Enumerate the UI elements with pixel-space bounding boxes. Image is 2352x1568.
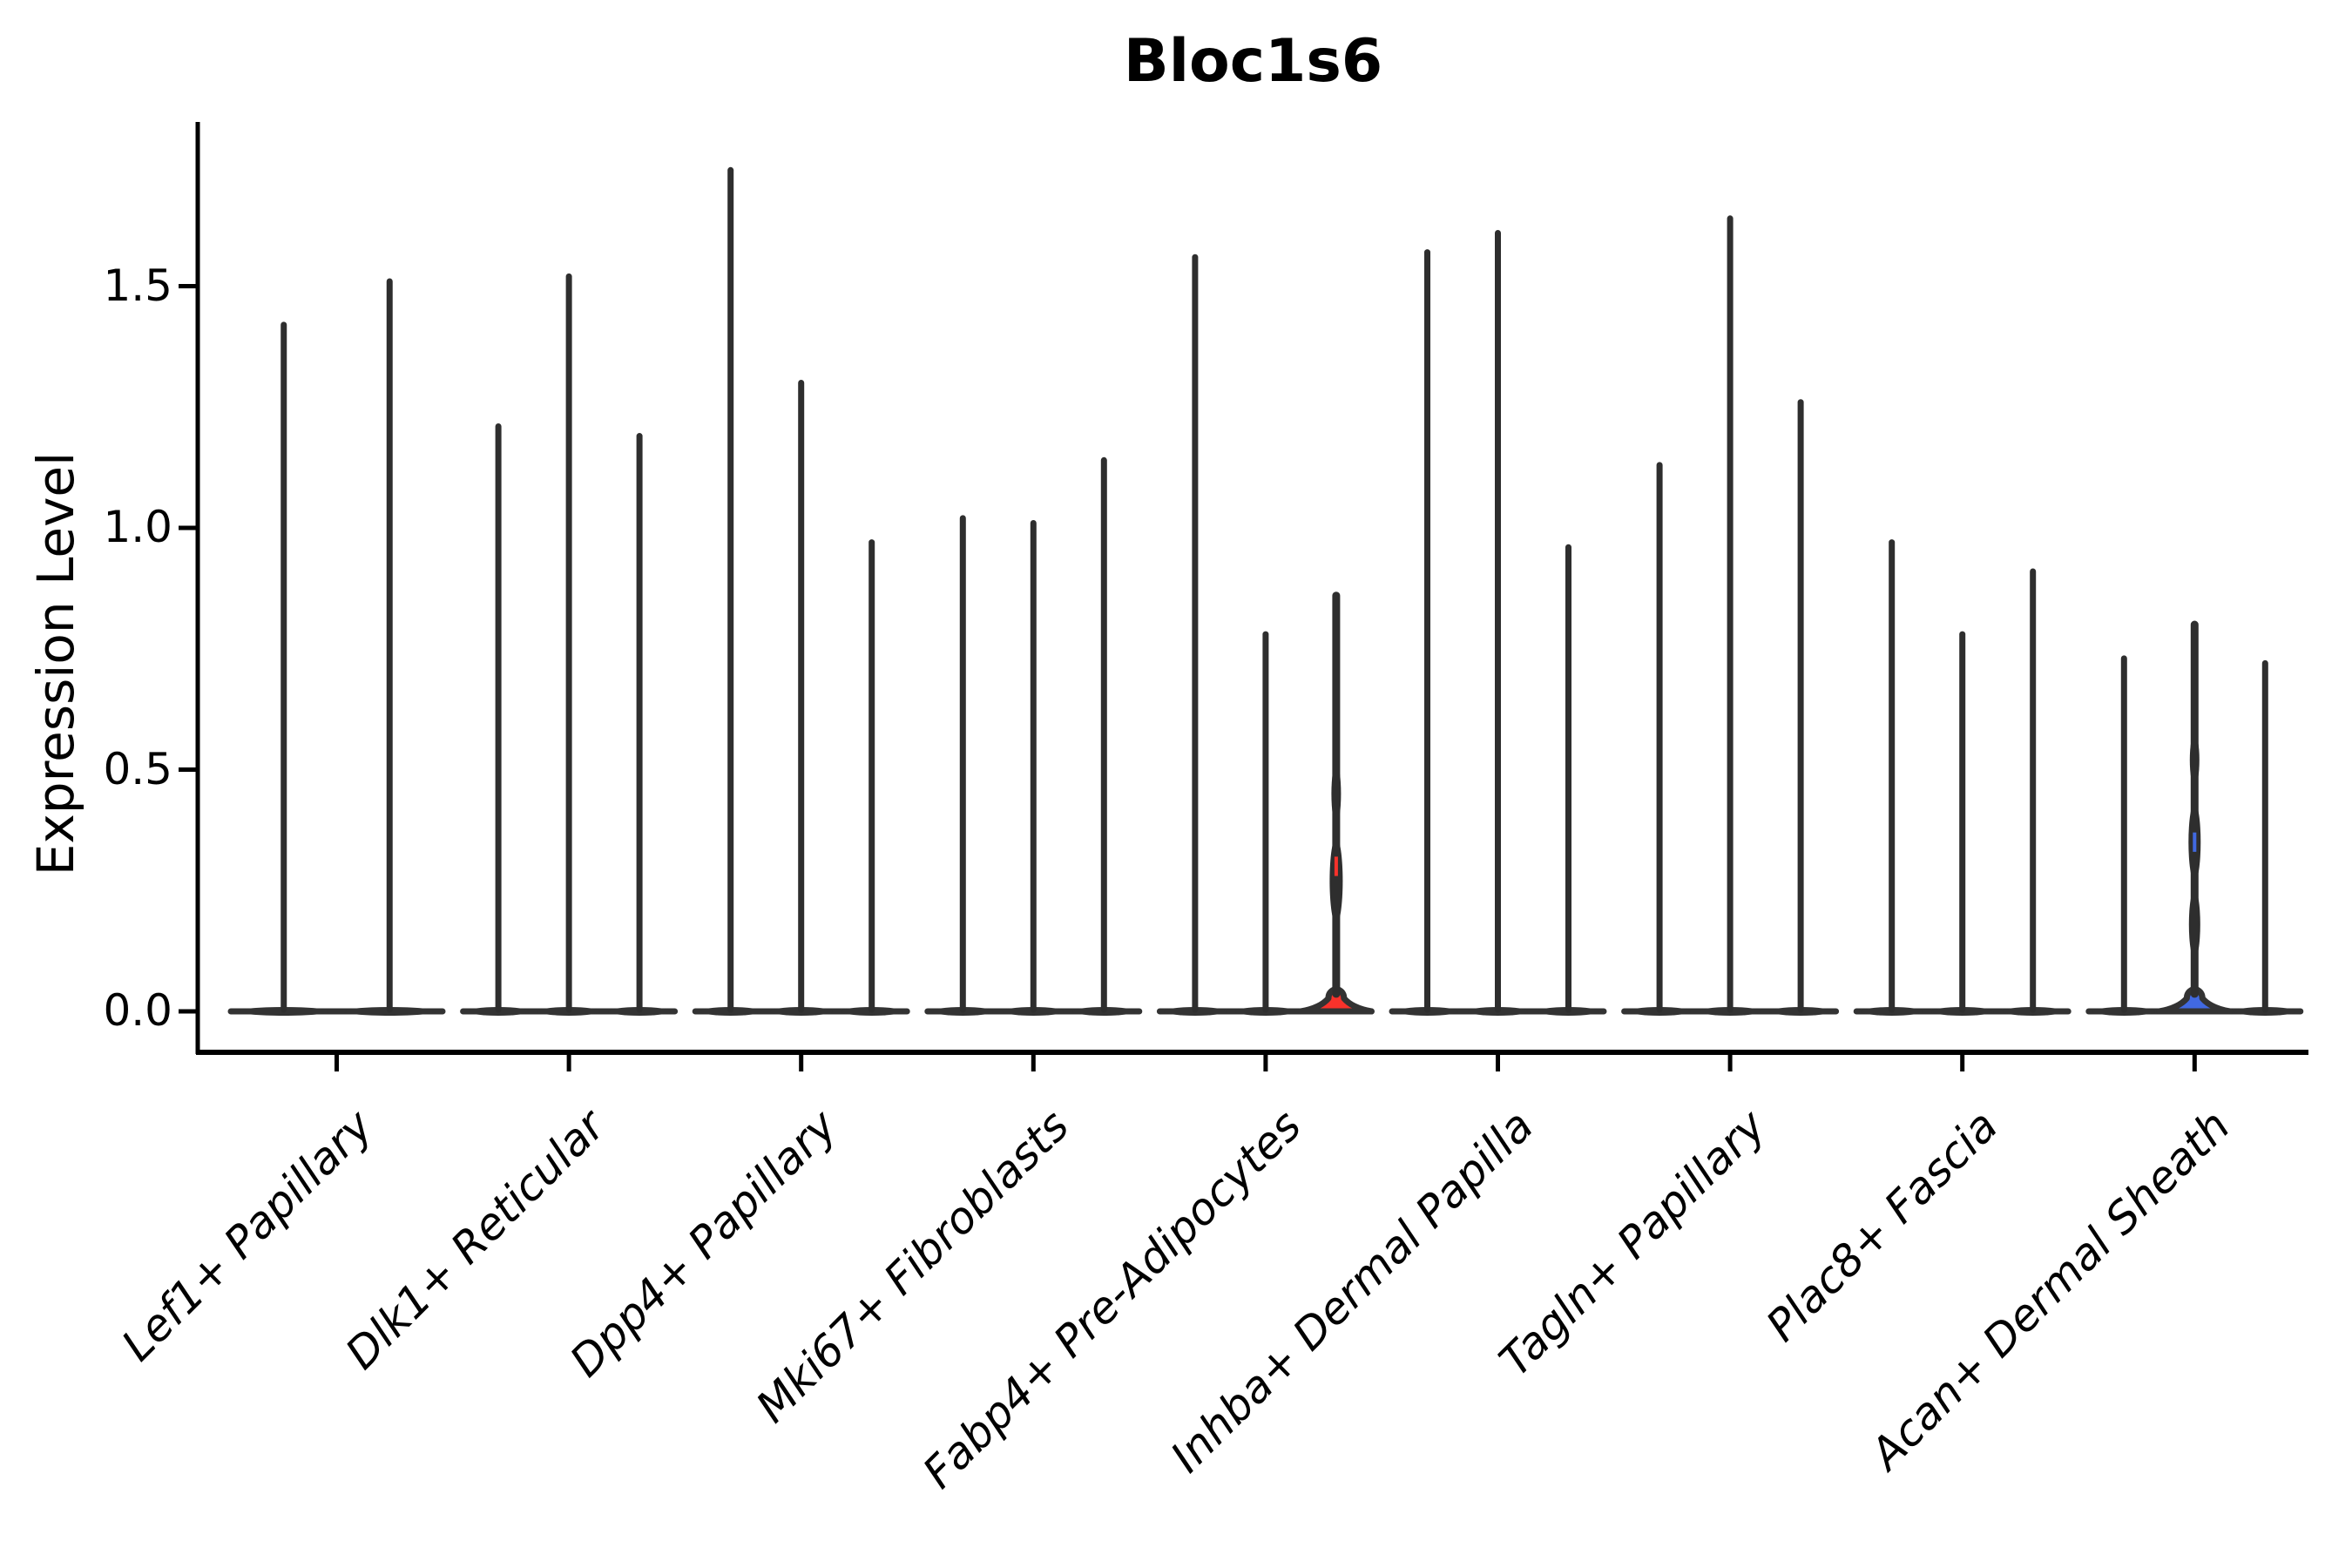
y-tick-label: 0.0 [103,985,172,1036]
chart-title: Bloc1s6 [1123,27,1383,96]
violin-body-bulge [1329,837,1343,925]
y-axis-label: Expression Level [26,451,85,876]
y-tick-label: 1.5 [103,260,172,311]
y-tick-label: 1.0 [103,502,172,552]
y-tick-label: 0.5 [103,743,172,794]
violin-body-bulge [1331,763,1342,825]
violin-body-bulge [2189,733,2200,787]
violin-body-bulge [2188,889,2200,960]
